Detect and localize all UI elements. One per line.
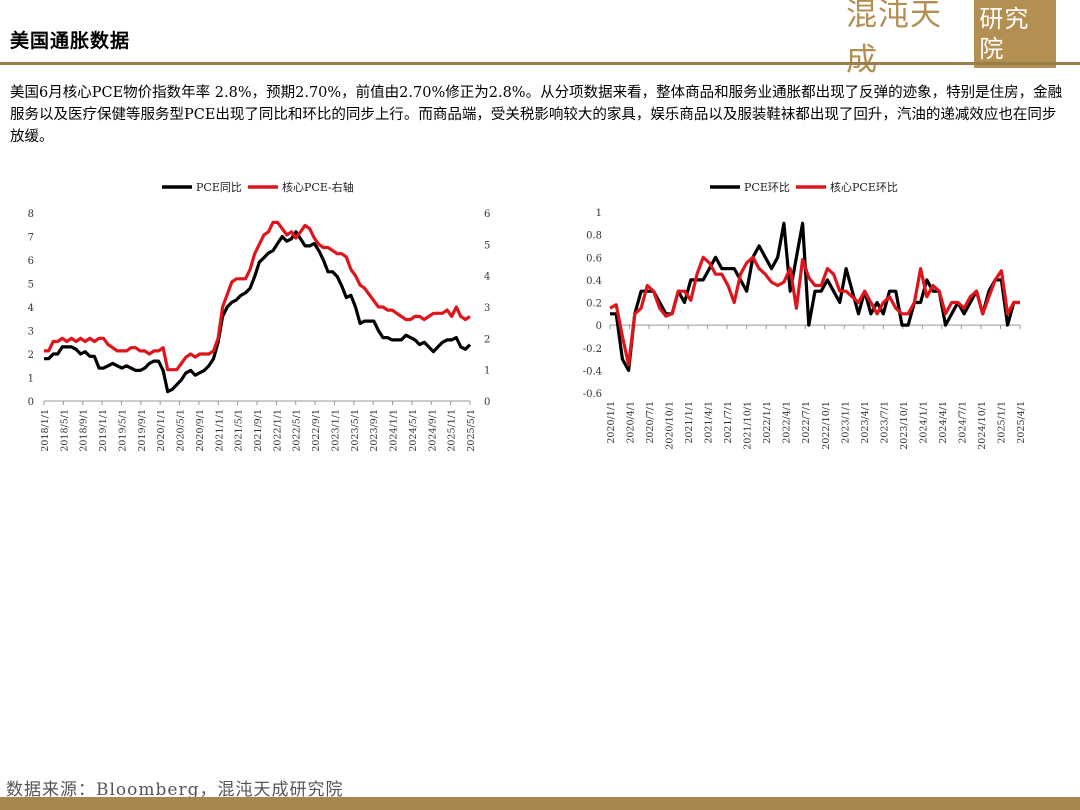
y-tick-label: 0.2	[586, 299, 602, 310]
x-tick-label: 2020/1/1	[606, 401, 617, 444]
y-right-tick-label: 3	[484, 303, 490, 314]
x-tick-label: 2022/1/1	[272, 409, 283, 452]
y-left-tick-label: 0	[28, 397, 34, 408]
y-tick-label: 0.4	[586, 276, 602, 287]
x-tick-label: 2022/5/1	[292, 409, 303, 452]
x-tick-label: 2023/1/1	[840, 401, 851, 444]
series-line-pce-mom	[610, 221, 1020, 372]
series-line-core-pce-mom	[609, 255, 1020, 367]
pce-yoy-chart: 0 1 2 3 4 5 6 7 8 0 1 2 3 4 5 6 2018/1/1 2018/5/1 2018/9/1…	[28, 180, 491, 452]
x-tick-label: 2023/1/1	[330, 409, 341, 452]
y-left-tick-label: 1	[28, 374, 34, 385]
x-tick-label: 2024/10/1	[977, 401, 988, 450]
x-tick-label: 2020/10/1	[665, 401, 676, 450]
logo-text: 混沌天成	[846, 0, 942, 78]
y-tick-label: -0.2	[583, 344, 602, 355]
x-tick-label: 2021/5/1	[234, 409, 245, 452]
y-tick-label: 1	[596, 208, 602, 219]
y-left-tick-label: 5	[28, 280, 34, 291]
x-tick-label: 2022/4/1	[782, 401, 793, 444]
x-tick-label: 2022/9/1	[311, 409, 322, 452]
x-tick-label: 2020/7/1	[645, 401, 656, 444]
y-left-tick-label: 8	[28, 209, 34, 220]
x-tick-label: 2025/5/1	[466, 409, 477, 452]
x-tick-label: 2021/9/1	[253, 409, 264, 452]
x-tick-label: 2020/4/1	[626, 401, 637, 444]
x-tick-label: 2025/1/1	[447, 409, 458, 452]
page-title: 美国通胀数据	[10, 30, 131, 52]
x-tick-label: 2024/1/1	[918, 401, 929, 444]
x-tick-label: 2021/10/1	[743, 401, 754, 450]
x-tick-label: 2024/1/1	[389, 409, 400, 452]
y-right-tick-label: 2	[484, 334, 490, 345]
y-left-tick-label: 7	[28, 233, 34, 244]
x-tick-label: 2018/9/1	[79, 409, 90, 452]
y-right-tick-label: 1	[484, 366, 490, 377]
x-tick-label: 2021/4/1	[704, 401, 715, 444]
x-tick-label: 2025/4/1	[1016, 401, 1027, 444]
logo-boxed-text: 研究院	[974, 0, 1056, 68]
x-tick-label: 2021/7/1	[723, 401, 734, 444]
legend-label: 核心PCE-右轴	[282, 180, 354, 194]
y-tick-label: 0.8	[586, 231, 602, 242]
x-tick-label: 2020/5/1	[176, 409, 187, 452]
x-tick-label: 2018/5/1	[59, 409, 70, 452]
x-tick-label: 2020/1/1	[156, 409, 167, 452]
y-left-tick-label: 6	[28, 256, 34, 267]
summary-paragraph: 美国6月核心PCE物价指数年率 2.8%，预期2.70%，前值由2.70%修正为…	[10, 85, 1063, 145]
header-divider	[0, 62, 1080, 65]
x-tick-label: 2021/1/1	[214, 409, 225, 452]
legend-label: PCE同比	[196, 181, 242, 194]
legend-label: PCE环比	[744, 181, 790, 194]
x-tick-label: 2024/5/1	[408, 409, 419, 452]
y-left-tick-label: 3	[28, 327, 34, 338]
x-tick-label: 2020/9/1	[195, 409, 206, 452]
y-tick-label: 0	[596, 321, 602, 332]
x-tick-label: 2025/1/1	[996, 401, 1007, 444]
x-tick-label: 2024/4/1	[938, 401, 949, 444]
x-tick-label: 2019/1/1	[98, 409, 109, 452]
x-tick-label: 2019/9/1	[137, 409, 148, 452]
series-line-pce-yoy	[44, 230, 472, 394]
brand-logo: 混沌天成 研究院	[846, 0, 1056, 78]
source-note: 数据来源：Bloomberg，混沌天成研究院	[6, 780, 344, 800]
x-tick-label: 2023/9/1	[369, 409, 380, 452]
x-tick-label: 2022/7/1	[801, 401, 812, 444]
footer-bar	[0, 797, 1080, 810]
y-right-tick-label: 6	[484, 209, 490, 220]
x-tick-label: 2021/1/1	[684, 401, 695, 444]
legend-label: 核心PCE环比	[830, 180, 898, 194]
x-tick-label: 2022/10/1	[821, 401, 832, 450]
y-tick-label: -0.6	[583, 389, 602, 400]
y-left-tick-label: 2	[28, 350, 34, 361]
x-tick-label: 2023/10/1	[899, 401, 910, 450]
x-tick-label: 2024/9/1	[427, 409, 438, 452]
y-left-tick-label: 4	[28, 303, 34, 314]
series-line-core-pce	[44, 220, 471, 372]
y-tick-label: 0.6	[586, 253, 602, 264]
x-tick-label: 2019/5/1	[117, 409, 128, 452]
y-right-tick-label: 4	[484, 272, 490, 283]
y-tick-label: -0.4	[583, 366, 602, 377]
y-right-tick-label: 0	[484, 397, 490, 408]
x-tick-label: 2018/1/1	[40, 409, 51, 452]
x-tick-label: 2024/7/1	[957, 401, 968, 444]
x-tick-label: 2023/4/1	[860, 401, 871, 444]
x-tick-label: 2022/1/1	[762, 401, 773, 444]
x-tick-label: 2023/7/1	[879, 401, 890, 444]
pce-mom-chart: -0.6 -0.4 -0.2 0 0.2 0.4 0.6 0.8 1 2020/1/1 2020/4…	[583, 180, 1027, 450]
x-tick-label: 2023/5/1	[350, 409, 361, 452]
y-right-tick-label: 5	[484, 240, 490, 251]
